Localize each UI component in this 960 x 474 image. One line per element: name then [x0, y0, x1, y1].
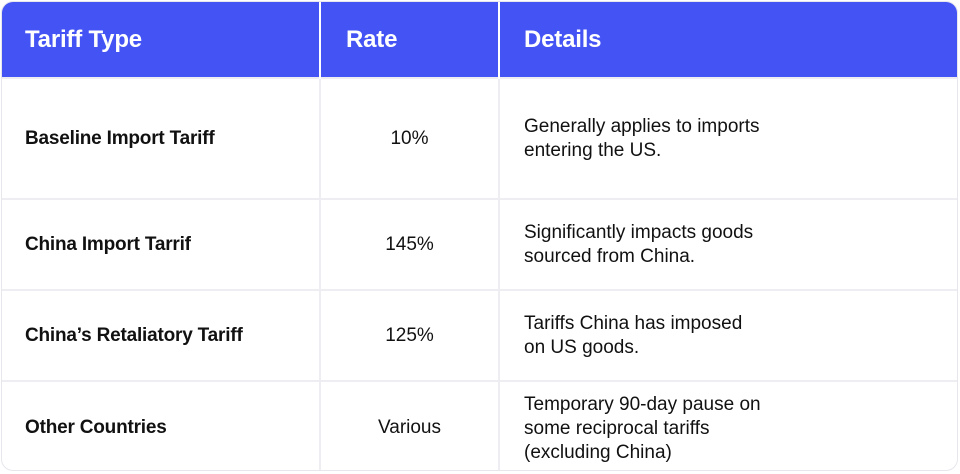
details-line: sourced from China. [524, 245, 696, 267]
details-line: on US goods. [524, 336, 640, 358]
cell-rate: 145% [320, 198, 500, 290]
header-details: Details [499, 2, 957, 78]
cell-rate: 10% [320, 77, 500, 199]
details-line: Tariffs China has imposed [524, 312, 743, 334]
header-tariff-type: Tariff Type [2, 2, 321, 78]
table-body: Baseline Import Tariff 10% Generally app… [2, 77, 957, 470]
table-row: Baseline Import Tariff 10% Generally app… [2, 77, 957, 199]
details-line: some reciprocal tariffs [524, 418, 710, 439]
cell-details: Temporary 90-day pause on some reciproca… [499, 380, 957, 470]
details-line: entering the US. [524, 139, 662, 161]
header-rate: Rate [320, 2, 500, 78]
cell-tariff-type: Other Countries [2, 380, 321, 470]
details-line: Generally applies to imports [524, 115, 760, 137]
table-row: China Import Tarrif 145% Significantly i… [2, 198, 957, 290]
cell-details: Significantly impacts goods sourced from… [499, 198, 957, 290]
table-row: Other Countries Various Temporary 90-day… [2, 380, 957, 470]
details-line: (excluding China) [524, 442, 672, 463]
table-row: China’s Retaliatory Tariff 125% Tariffs … [2, 289, 957, 381]
details-line: Significantly impacts goods [524, 221, 754, 243]
cell-tariff-type: China’s Retaliatory Tariff [2, 289, 321, 381]
cell-rate: 125% [320, 289, 500, 381]
cell-rate: Various [320, 380, 500, 470]
details-line: Temporary 90-day pause on [524, 394, 761, 415]
cell-details: Tariffs China has imposed on US goods. [499, 289, 957, 381]
cell-tariff-type: Baseline Import Tariff [2, 77, 321, 199]
cell-tariff-type: China Import Tarrif [2, 198, 321, 290]
header-row: Tariff Type Rate Details [2, 2, 957, 78]
cell-details: Generally applies to imports entering th… [499, 77, 957, 199]
table-header: Tariff Type Rate Details [2, 2, 957, 78]
